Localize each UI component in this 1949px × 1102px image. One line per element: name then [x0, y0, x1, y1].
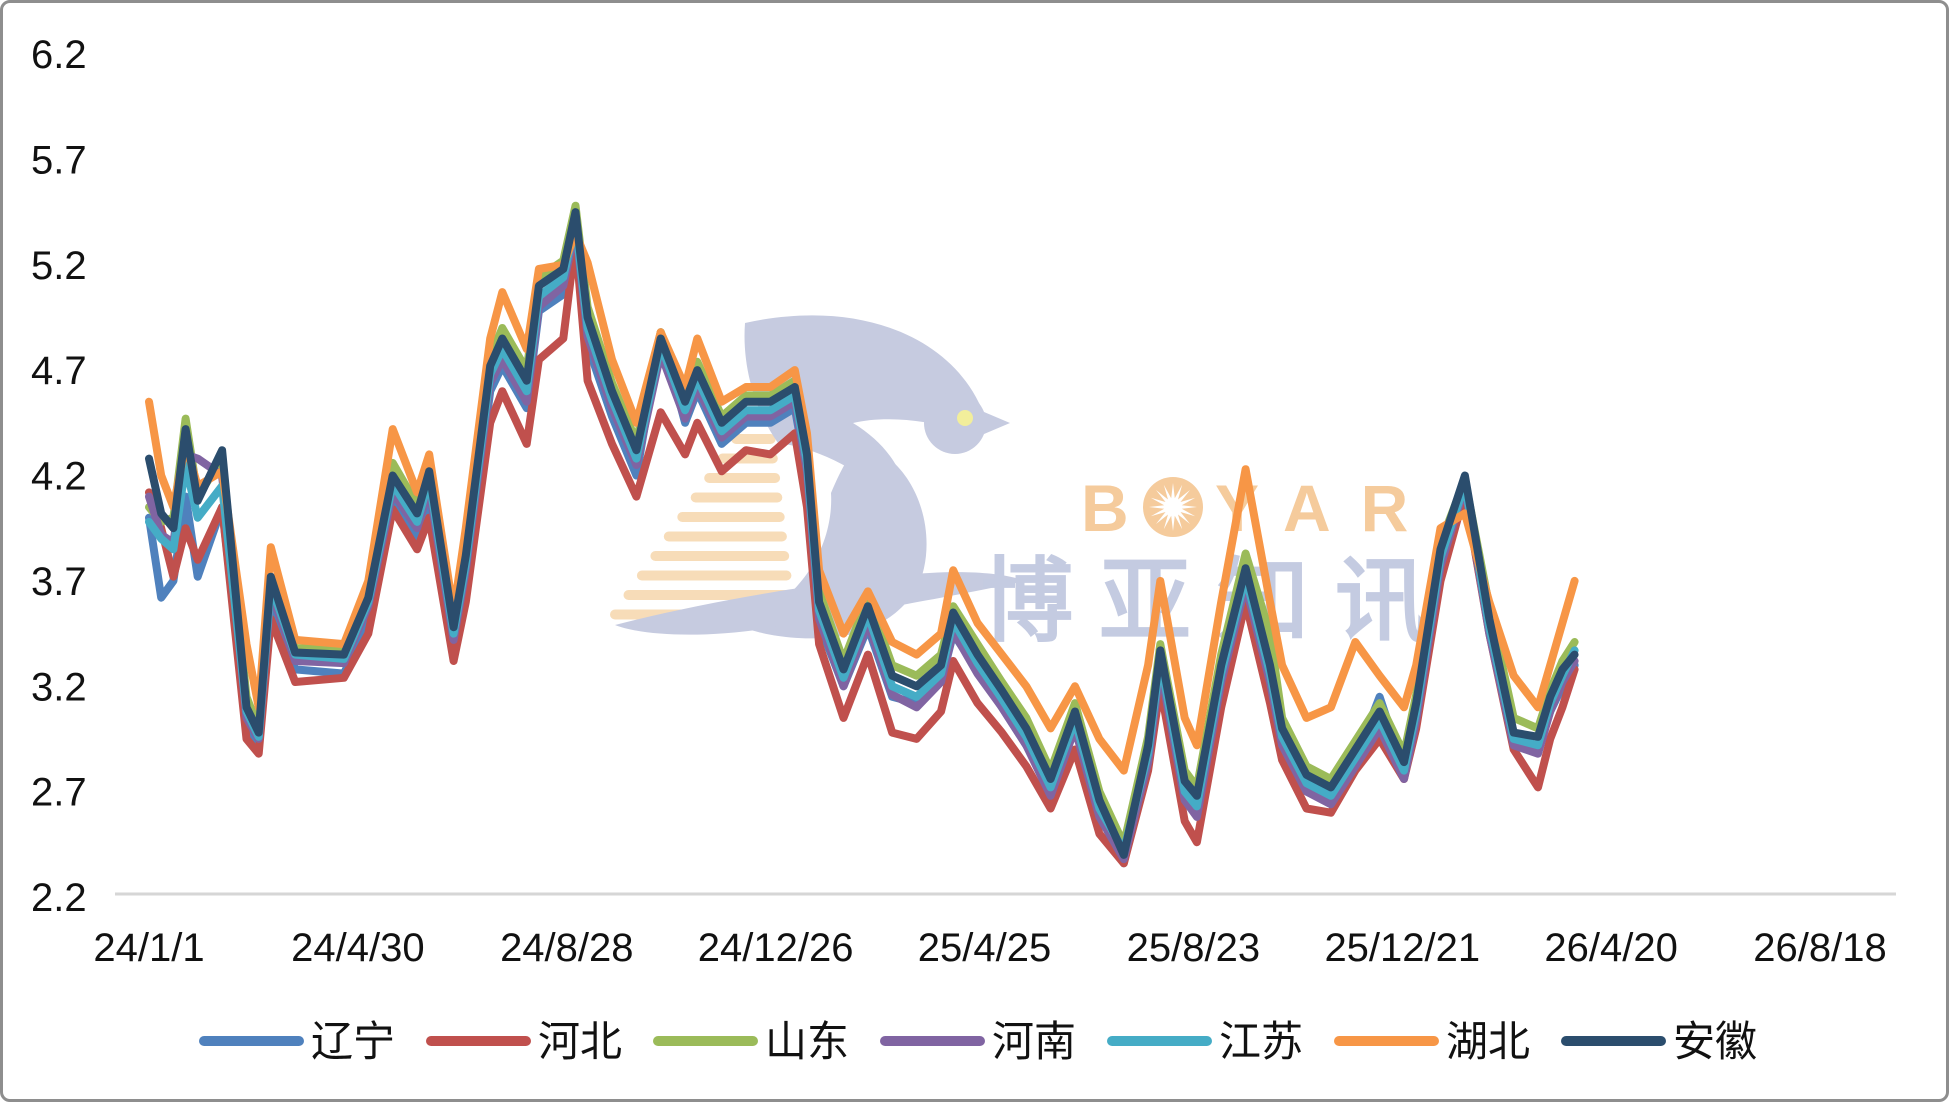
legend-item-anhui: 安徽	[1561, 1018, 1757, 1065]
legend-label-henan: 河南	[992, 1018, 1076, 1065]
x-axis-tick-label: 25/12/21	[1324, 926, 1480, 970]
legend-item-shandong: 山东	[653, 1018, 849, 1065]
watermark: B YAR 博亚知讯	[610, 315, 1453, 653]
legend-item-jiangsu: 江苏	[1107, 1018, 1303, 1065]
x-axis-tick-label: 24/4/30	[291, 926, 424, 970]
y-axis-tick-label: 6.2	[31, 33, 87, 77]
chart-canvas: B YAR 博亚知讯 6.2 5.7 5.2 4.7 4.2 3.7 3.2 2.7 2.2 2…	[31, 33, 1896, 1065]
y-axis-tick-label: 2.7	[31, 771, 87, 815]
legend-label-shandong: 山东	[765, 1018, 849, 1065]
x-axis-tick-label: 25/8/23	[1127, 926, 1260, 970]
legend-label-liaoning: 辽宁	[311, 1018, 395, 1065]
watermark-stripe	[650, 551, 790, 561]
legend-item-hubei: 湖北	[1334, 1018, 1530, 1065]
y-axis-tick-label: 5.2	[31, 244, 87, 288]
legend-label-anhui: 安徽	[1673, 1018, 1757, 1065]
legend: 辽宁 河北 山东 河南 江苏 湖北 安徽	[199, 1018, 1757, 1065]
starburst-icon	[1143, 477, 1203, 537]
watermark-stripe	[677, 512, 785, 522]
y-axis-tick-label: 5.7	[31, 138, 87, 182]
y-axis-tick-label: 4.2	[31, 455, 87, 499]
dove-eye-icon	[957, 410, 973, 426]
watermark-stripe	[636, 570, 792, 581]
legend-item-liaoning: 辽宁	[199, 1018, 395, 1065]
watermark-stripe	[663, 531, 787, 542]
legend-label-hubei: 湖北	[1446, 1018, 1530, 1065]
y-axis-tick-label: 2.2	[31, 876, 87, 920]
y-axis-tick-label: 3.7	[31, 560, 87, 604]
legend-item-hebei: 河北	[426, 1018, 622, 1065]
legend-item-henan: 河南	[880, 1018, 1076, 1065]
legend-label-hebei: 河北	[538, 1018, 622, 1065]
y-axis-labels: 6.2 5.7 5.2 4.7 4.2 3.7 3.2 2.7 2.2	[31, 33, 87, 920]
series-line-anhui	[145, 208, 1579, 859]
series-line-hubei	[145, 229, 1579, 775]
watermark-brand-latin-prefix: B	[1081, 471, 1159, 545]
x-axis-tick-label: 24/1/1	[93, 926, 204, 970]
legend-label-jiangsu: 江苏	[1219, 1018, 1303, 1065]
y-axis-tick-label: 3.2	[31, 665, 87, 709]
series-lines	[145, 201, 1579, 868]
x-axis-tick-label: 26/4/20	[1544, 926, 1677, 970]
watermark-brand-cjk: 博亚知讯	[981, 551, 1453, 653]
x-axis-tick-label: 24/12/26	[698, 926, 854, 970]
watermark-stripe	[690, 492, 783, 503]
watermark-stripe	[731, 434, 776, 444]
x-axis-tick-label: 24/8/28	[500, 926, 633, 970]
watermark-stripe	[704, 473, 781, 483]
x-axis-tick-label: 26/8/18	[1753, 926, 1886, 970]
watermark-brand: B YAR 博亚知讯	[981, 471, 1453, 653]
x-axis-tick-label: 25/4/25	[918, 926, 1051, 970]
x-axis-labels: 24/1/1 24/4/30 24/8/28 24/12/26 25/4/25 25/8/…	[93, 926, 1886, 970]
y-axis-tick-label: 4.7	[31, 349, 87, 393]
